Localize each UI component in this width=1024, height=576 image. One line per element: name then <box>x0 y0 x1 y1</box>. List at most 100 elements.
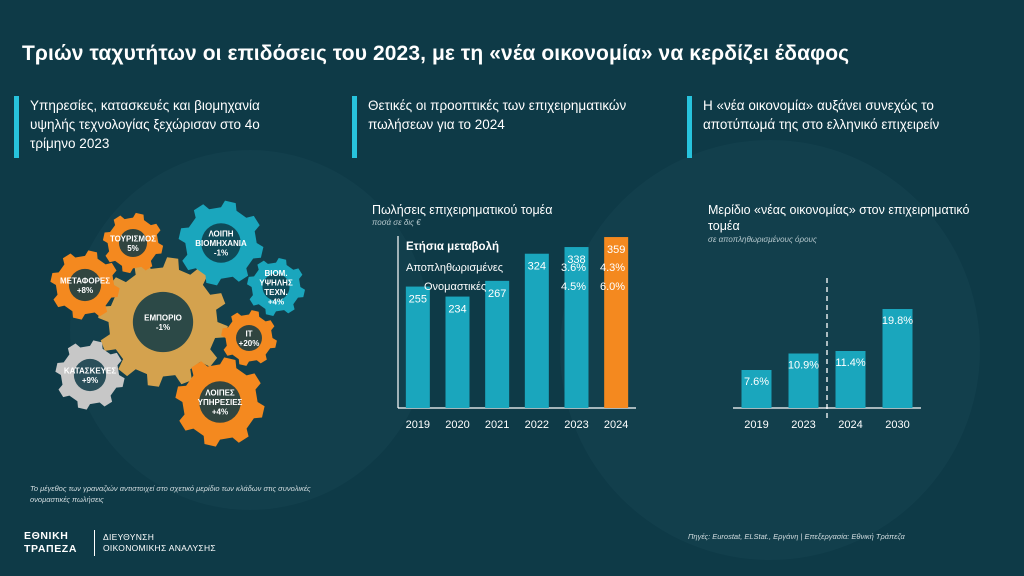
headline-3-line2: αποτύπωμά της στο ελληνικό επιχειρείν <box>703 117 940 132</box>
annual-change-heading: Ετήσια μεταβολή <box>406 241 499 253</box>
logo-name-line1: ΕΘΝΙΚΗ <box>24 530 69 542</box>
bar <box>835 351 866 408</box>
department-line1: ΔΙΕΥΘΥΝΣΗ <box>103 532 155 542</box>
headline-1-line1: Υπηρεσίες, κατασκευές και βιομηχανία <box>30 98 260 113</box>
x-tick-label: 2023 <box>791 419 815 431</box>
annual-change-row-value: 4.5% <box>561 281 587 293</box>
headline-2: Θετικές οι προοπτικές των επιχειρηματικώ… <box>352 96 678 158</box>
gear: IT+20% <box>221 310 277 366</box>
new-economy-chart-title: Μερίδιο «νέας οικονομίας» στον επιχειρημ… <box>708 203 970 233</box>
bar-value-label: 324 <box>528 261 546 273</box>
bar-value-label: 359 <box>607 244 625 256</box>
annual-change-row-value: 4.3% <box>600 262 626 274</box>
gear-label: ΚΑΤΑΣΚΕΥΕΣ <box>64 366 117 375</box>
gear-value: +20% <box>239 339 260 348</box>
bar <box>604 237 629 408</box>
x-tick-label: 2021 <box>485 419 509 431</box>
x-tick-label: 2020 <box>445 419 469 431</box>
gear-label: ΒΙΟΜ. <box>264 269 287 278</box>
annual-change-row-value: 6.0% <box>600 281 626 293</box>
source-note: Πηγές: Eurostat, ELStat., Εργάνη | Επεξε… <box>688 532 905 541</box>
gear-hub <box>73 358 107 392</box>
annual-change-row-label: Ονομαστικές <box>424 281 487 293</box>
gear: ΕΜΠΟΡΙΟ-1% <box>98 257 228 387</box>
gear-hub <box>201 223 241 263</box>
department-line2: ΟΙΚΟΝΟΜΙΚΗΣ ΑΝΑΛΥΣΗΣ <box>103 543 216 553</box>
x-tick-label: 2019 <box>744 419 768 431</box>
gear-hub <box>68 268 102 302</box>
headline-1-line3: τρίμηνο 2023 <box>30 136 110 151</box>
gear-hub <box>132 291 194 353</box>
gear-label: ΤΕΧΝ. <box>264 288 288 297</box>
gear-label: ΕΜΠΟΡΙΟ <box>144 313 182 322</box>
headline-3-line1: Η «νέα οικονομία» αυξάνει συνεχώς το <box>703 98 934 113</box>
bar <box>405 286 430 408</box>
gear: ΚΑΤΑΣΚΕΥΕΣ+9% <box>55 340 125 410</box>
x-tick-label: 2030 <box>885 419 909 431</box>
gear-label: ΥΠΗΡΕΣΙΕΣ <box>198 398 243 407</box>
gear-label: ΛΟΙΠΕΣ <box>205 389 235 398</box>
bar <box>882 309 913 408</box>
gear-value: -1% <box>214 249 228 258</box>
headline-3: Η «νέα οικονομία» αυξάνει συνεχώς το απο… <box>687 96 1003 158</box>
gear-hub <box>236 325 262 351</box>
annual-change-row-label: Αποπληθωρισμένες <box>406 262 504 274</box>
x-tick-label: 2024 <box>838 419 862 431</box>
bar-value-label: 338 <box>567 254 585 266</box>
x-tick-label: 2023 <box>564 419 588 431</box>
gear-value: +4% <box>212 408 228 417</box>
x-tick-label: 2022 <box>525 419 549 431</box>
bar <box>485 280 510 408</box>
new-economy-chart-subtitle: σε αποπληθωρισμένους όρους <box>708 235 817 244</box>
gear-value: 5% <box>127 244 139 253</box>
gear: ΜΕΤΑΦΟΡΕΣ+8% <box>50 250 120 320</box>
gear-hub <box>262 273 290 301</box>
gear-label: ΜΕΤΑΦΟΡΕΣ <box>60 276 110 285</box>
bar-value-label: 267 <box>488 288 506 300</box>
gear-value: +8% <box>77 286 93 295</box>
sales-chart-title: Πωλήσεις επιχειρηματικού τομέα <box>372 203 553 217</box>
bar <box>741 370 772 408</box>
bar-value-label: 7.6% <box>744 376 769 388</box>
headline-2-line2: πωλήσεων για το 2024 <box>368 117 505 132</box>
bar-value-label: 10.9% <box>788 360 819 372</box>
bar-value-label: 19.8% <box>882 315 913 327</box>
gear-label: ΥΨΗΛΗΣ <box>259 278 293 287</box>
annual-change-row-value: 3.6% <box>561 262 587 274</box>
gear-label: ΛΟΙΠΗ <box>208 230 233 239</box>
gear-hub <box>118 228 148 258</box>
logo-name-line2: ΤΡΑΠΕΖΑ <box>24 543 78 555</box>
headline-2-line1: Θετικές οι προοπτικές των επιχειρηματικώ… <box>368 98 627 113</box>
headline-1: Υπηρεσίες, κατασκευές και βιομηχανία υψη… <box>14 96 330 158</box>
gear-value: +4% <box>268 297 284 306</box>
bar <box>445 296 470 408</box>
headline-1-line2: υψηλής τεχνολογίας ξεχώρισαν στο 4ο <box>30 117 260 132</box>
bar-value-label: 11.4% <box>835 357 866 369</box>
bar-value-label: 255 <box>409 294 427 306</box>
gear-hub <box>199 381 241 423</box>
x-tick-label: 2024 <box>604 419 628 431</box>
gear-label: IT <box>245 329 252 338</box>
bar <box>564 247 589 408</box>
gear-label: ΤΟΥΡΙΣΜΟΣ <box>110 234 156 243</box>
sales-chart-subtitle: ποσά σε δις € <box>372 218 421 227</box>
gears-note: Το μέγεθος των γραναζιών αντιστοιχεί στο… <box>30 484 311 504</box>
x-tick-label: 2019 <box>406 419 430 431</box>
gear-value: +9% <box>82 376 98 385</box>
page-title: Τριών ταχυτήτων οι επιδόσεις του 2023, μ… <box>22 42 850 65</box>
gear-label: ΒΙΟΜΗΧΑΝΙΑ <box>195 239 247 248</box>
gear-value: -1% <box>156 323 170 332</box>
department-name: ΔΙΕΥΘΥΝΣΗ ΟΙΚΟΝΟΜΙΚΗΣ ΑΝΑΛΥΣΗΣ <box>103 532 216 554</box>
bar <box>524 253 549 408</box>
bar <box>788 353 819 408</box>
bar-value-label: 234 <box>448 304 466 316</box>
bank-logo: ΕΘΝΙΚΗ ΤΡΑΠΕΖΑ <box>24 530 77 556</box>
logo-divider <box>94 530 95 556</box>
